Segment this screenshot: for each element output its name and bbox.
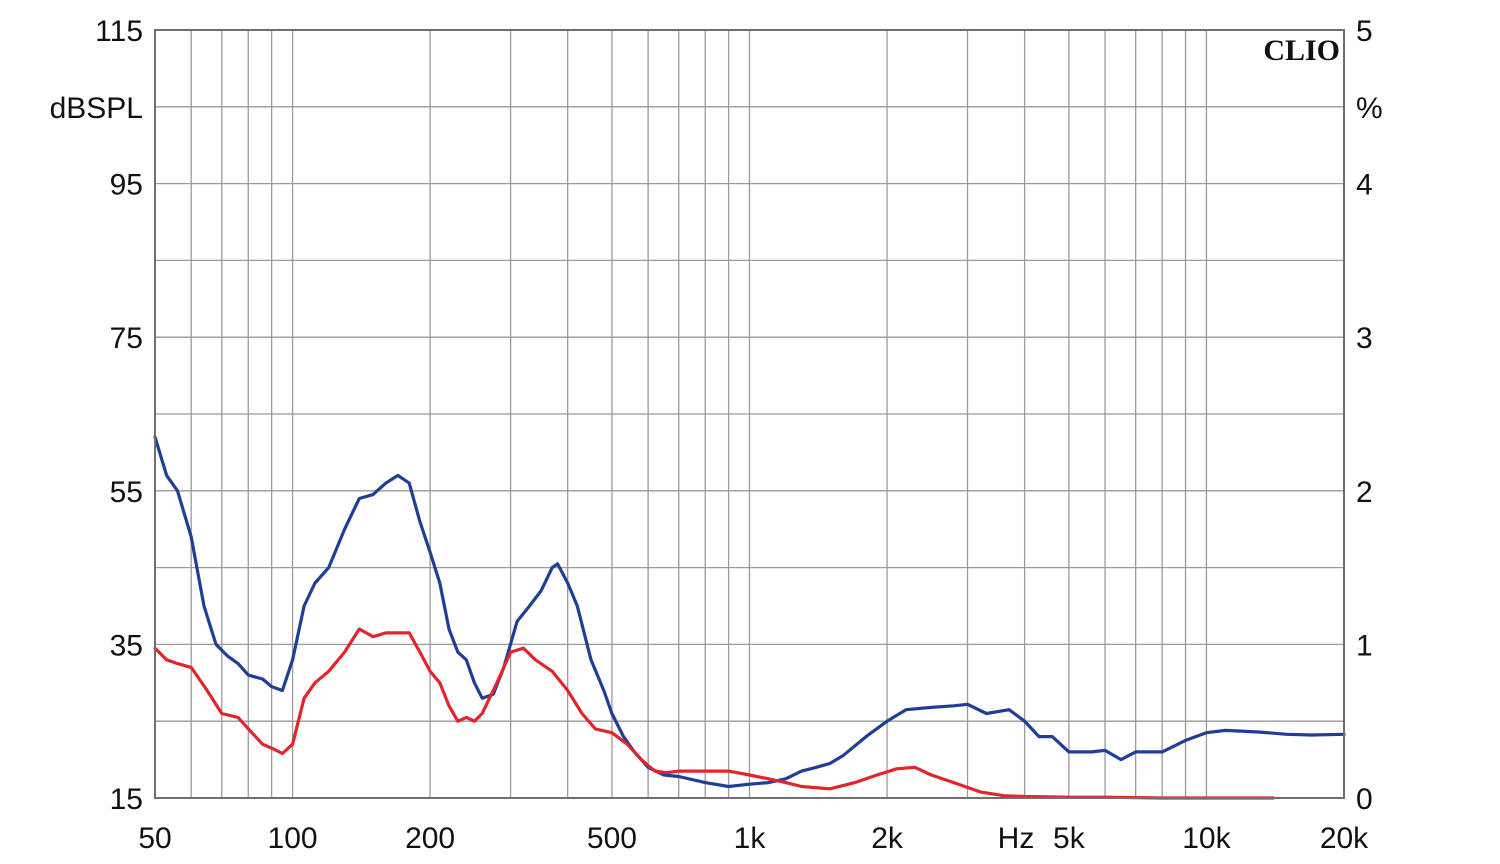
grid [155, 30, 1344, 798]
series-layer [153, 435, 1346, 800]
left-y-tick-label: 35 [110, 629, 143, 662]
series-line-1 [153, 435, 1346, 789]
clio-brand-label: CLIO [1263, 34, 1340, 67]
right-y-tick-label: 4 [1356, 169, 1373, 202]
x-tick-label: 20k [1320, 822, 1369, 855]
x-tick-label: 5k [1053, 822, 1086, 855]
x-tick-label: 200 [405, 822, 455, 855]
x-tick-label: 100 [268, 822, 318, 855]
right-y-tick-label: 5 [1356, 15, 1373, 48]
right-y-tick-label: 2 [1356, 476, 1373, 509]
right-y-tick-label: 1 [1356, 629, 1373, 662]
right-y-tick-labels: 5 4 3 2 1 0 [1356, 15, 1373, 816]
left-y-tick-label: 55 [110, 476, 143, 509]
left-y-tick-label: 15 [110, 783, 143, 816]
x-unit-label: Hz [998, 822, 1035, 855]
right-y-tick-label: 3 [1356, 322, 1373, 355]
x-tick-label: 2k [871, 822, 904, 855]
right-y-unit-label: % [1356, 92, 1383, 125]
x-tick-label: 1k [734, 822, 767, 855]
left-y-tick-label: 75 [110, 322, 143, 355]
x-tick-label: 500 [587, 822, 637, 855]
x-tick-labels: 50 100 200 500 1k 2k 5k 10k 20k [138, 822, 1369, 855]
left-y-tick-label: 115 [95, 15, 143, 48]
series-line-2 [153, 627, 1275, 800]
left-y-unit-label: dBSPL [50, 92, 143, 125]
x-tick-label: 10k [1182, 822, 1231, 855]
plot-frame [154, 29, 1345, 799]
left-y-tick-labels: 115 95 75 55 35 15 [95, 15, 143, 816]
x-tick-label: 50 [138, 822, 171, 855]
left-y-tick-label: 95 [110, 169, 143, 202]
right-y-tick-label: 0 [1356, 783, 1373, 816]
